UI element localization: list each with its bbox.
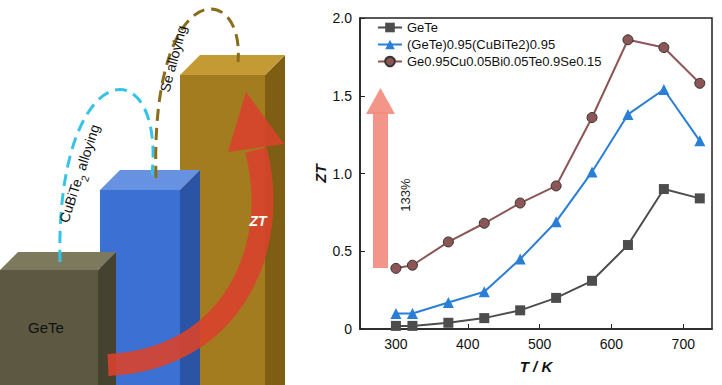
svg-text:500: 500 xyxy=(528,336,552,352)
svg-text:ZT: ZT xyxy=(248,213,268,229)
svg-text:CuBiTe2 alloying: CuBiTe2 alloying xyxy=(56,122,108,226)
svg-text:300: 300 xyxy=(384,336,408,352)
svg-text:1.0: 1.0 xyxy=(333,166,353,182)
svg-text:ZT: ZT xyxy=(312,163,329,184)
svg-text:0: 0 xyxy=(344,321,352,337)
svg-text:T / K: T / K xyxy=(520,358,554,375)
svg-text:GeTe: GeTe xyxy=(407,20,438,35)
svg-text:700: 700 xyxy=(672,336,696,352)
svg-text:400: 400 xyxy=(456,336,480,352)
svg-text:2.0: 2.0 xyxy=(333,10,353,26)
svg-text:1.5: 1.5 xyxy=(333,88,353,104)
svg-text:600: 600 xyxy=(600,336,624,352)
svg-text:Se alloying: Se alloying xyxy=(157,24,190,94)
svg-text:Ge0.95Cu0.05Bi0.05Te0.9Se0.15: Ge0.95Cu0.05Bi0.05Te0.9Se0.15 xyxy=(407,54,601,69)
svg-text:133%: 133% xyxy=(398,178,413,212)
svg-text:(GeTe)0.95(CuBiTe2)0.95: (GeTe)0.95(CuBiTe2)0.95 xyxy=(407,37,555,52)
svg-text:0.5: 0.5 xyxy=(333,243,353,259)
svg-text:GeTe: GeTe xyxy=(28,319,64,336)
